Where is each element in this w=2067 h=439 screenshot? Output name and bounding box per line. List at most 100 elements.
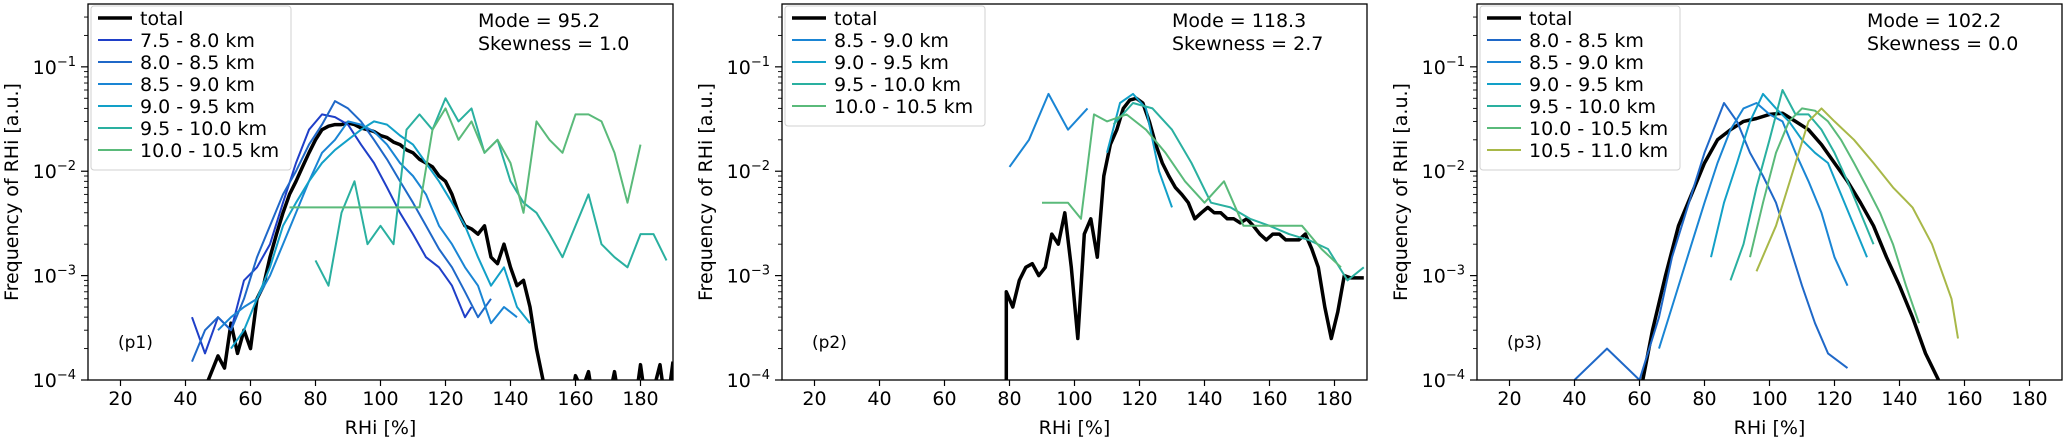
y-tick-label: 10−2 — [727, 159, 770, 183]
x-tick-label: 160 — [557, 388, 593, 410]
chart-panel-2: 20 40 60 80 100 120 140 160 180 10−4 10−3 10−2 10−1 R… — [695, 3, 1368, 439]
y-tick-label: 10−1 — [33, 55, 76, 79]
y-tick-label: 10−1 — [1422, 55, 1465, 79]
legend-entry: total — [834, 8, 877, 30]
series-line-0 — [206, 121, 673, 380]
legend-box — [784, 5, 986, 127]
x-tick-label: 60 — [1627, 388, 1651, 410]
x-tick-label: 20 — [108, 388, 132, 410]
panel-label: (p1) — [118, 333, 153, 353]
series-line-4 — [1729, 89, 1875, 281]
panel-label: (p2) — [812, 333, 847, 353]
annotation-text: Skewness = 0.0 — [1867, 33, 2018, 55]
annotation-text: Skewness = 1.0 — [478, 33, 629, 55]
legend-entry: 9.5 - 10.0 km — [834, 74, 961, 96]
series-line-0 — [1004, 96, 1364, 380]
legend-entry: 7.5 - 8.0 km — [140, 30, 255, 52]
x-tick-label: 180 — [622, 388, 658, 410]
y-tick-label: 10−2 — [1422, 159, 1465, 183]
legend-entry: 10.0 - 10.5 km — [1529, 118, 1668, 140]
legend-entry: 9.0 - 9.5 km — [140, 96, 255, 118]
x-tick-label: 160 — [1251, 388, 1287, 410]
series-group — [191, 97, 673, 380]
series-line-2 — [1658, 102, 1849, 349]
annotation-text: Mode = 95.2 — [478, 10, 600, 32]
legend-entry: 9.5 - 10.0 km — [140, 118, 267, 140]
series-line-5 — [1749, 107, 1920, 324]
panel-label: (p3) — [1507, 333, 1542, 353]
legend-entry: 8.0 - 8.5 km — [1529, 30, 1644, 52]
x-axis-label: RHi [%] — [1734, 417, 1806, 439]
series-line-3 — [1112, 102, 1365, 282]
y-tick-label: 10−2 — [33, 159, 76, 183]
x-tick-label: 140 — [1881, 388, 1917, 410]
y-axis-label: Frequency of RHi [a.u.] — [1, 83, 23, 301]
x-tick-label: 60 — [932, 388, 956, 410]
x-tick-label: 40 — [173, 388, 197, 410]
x-tick-label: 80 — [303, 388, 327, 410]
x-tick-label: 140 — [492, 388, 528, 410]
y-tick-label: 10−1 — [727, 55, 770, 79]
legend-box — [1479, 5, 1681, 171]
y-tick-label: 10−4 — [727, 368, 770, 392]
x-tick-label: 20 — [1497, 388, 1521, 410]
chart-panel-3: 20 40 60 80 100 120 140 160 180 10−4 10−3 10−2 10−1 R… — [1390, 3, 2063, 439]
legend-entry: 9.0 - 9.5 km — [1529, 74, 1644, 96]
series-line-3 — [217, 120, 518, 331]
x-tick-label: 160 — [1946, 388, 1982, 410]
x-tick-label: 100 — [362, 388, 398, 410]
series-line-6 — [1755, 107, 1959, 339]
series-line-1 — [1573, 102, 1849, 380]
series-line-4 — [1042, 113, 1342, 269]
series-line-6 — [289, 107, 642, 214]
series-group — [1573, 89, 1959, 380]
annotation-text: Skewness = 2.7 — [1172, 33, 1323, 55]
legend-entry: 8.0 - 8.5 km — [140, 52, 255, 74]
x-tick-label: 40 — [1562, 388, 1586, 410]
y-axis-label: Frequency of RHi [a.u.] — [1390, 83, 1412, 301]
y-tick-label: 10−3 — [1422, 264, 1465, 288]
series-line-2 — [1106, 92, 1173, 208]
annotation-text: Mode = 118.3 — [1172, 10, 1306, 32]
legend-entry: 10.0 - 10.5 km — [834, 96, 973, 118]
series-group — [1004, 92, 1365, 380]
series-line-1 — [191, 113, 473, 355]
legend-entry: 9.0 - 9.5 km — [834, 52, 949, 74]
chart-panel-1: 20 40 60 80 100 120 140 160 180 10−4 10−3 10−2 10−1 R… — [1, 3, 674, 439]
x-axis-label: RHi [%] — [1039, 417, 1111, 439]
series-line-4 — [230, 120, 531, 350]
x-tick-label: 40 — [867, 388, 891, 410]
x-tick-label: 20 — [802, 388, 826, 410]
x-tick-label: 100 — [1751, 388, 1787, 410]
legend-entry: 8.5 - 9.0 km — [1529, 52, 1644, 74]
legend-entry: 10.5 - 11.0 km — [1529, 140, 1668, 162]
series-line-2 — [191, 100, 492, 362]
y-tick-label: 10−3 — [33, 264, 76, 288]
legend-entry: 8.5 - 9.0 km — [140, 74, 255, 96]
y-axis-label: Frequency of RHi [a.u.] — [695, 83, 717, 301]
x-tick-label: 120 — [1816, 388, 1852, 410]
legend-box — [90, 5, 292, 171]
legend-entry: 10.0 - 10.5 km — [140, 140, 279, 162]
legend-entry: 9.5 - 10.0 km — [1529, 96, 1656, 118]
legend-entry: total — [1529, 8, 1572, 30]
x-tick-label: 120 — [1121, 388, 1157, 410]
legend-entry: total — [140, 8, 183, 30]
x-tick-label: 180 — [1316, 388, 1352, 410]
x-axis-label: RHi [%] — [345, 417, 417, 439]
x-tick-label: 60 — [238, 388, 262, 410]
annotation-text: Mode = 102.2 — [1867, 10, 2001, 32]
y-tick-label: 10−4 — [1422, 368, 1465, 392]
x-tick-label: 100 — [1056, 388, 1092, 410]
y-tick-label: 10−4 — [33, 368, 76, 392]
legend-entry: 8.5 - 9.0 km — [834, 30, 949, 52]
y-tick-label: 10−3 — [727, 264, 770, 288]
x-tick-label: 120 — [427, 388, 463, 410]
x-tick-label: 80 — [1692, 388, 1716, 410]
x-tick-label: 80 — [997, 388, 1021, 410]
series-line-1 — [1008, 92, 1089, 168]
